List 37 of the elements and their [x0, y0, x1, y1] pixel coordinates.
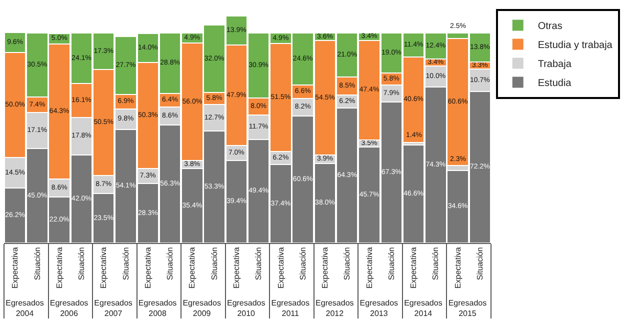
x-tick-label: Situación — [166, 247, 175, 280]
x-tick-label: Expectativa — [364, 246, 374, 289]
x-tick-label: Situación — [254, 247, 264, 280]
x-tick-label: Expectativa — [188, 246, 197, 289]
x-tick-label: Expectativa — [453, 246, 462, 289]
x-tick-label: Expectativa — [320, 246, 330, 289]
text: Egresados 2007 — [94, 298, 132, 318]
x-tick-label: Situación — [121, 247, 130, 280]
x-tick-label: Expectativa — [232, 246, 242, 289]
text: Egresados 2008 — [138, 298, 177, 318]
text: Egresados 2011 — [271, 298, 310, 318]
x-tick-label: Expectativa — [54, 246, 64, 289]
x-tick-label: Situación — [386, 247, 396, 280]
x-tick-label: Expectativa — [276, 246, 286, 289]
x-tick-label: Situación — [476, 247, 485, 280]
legend-label: Estudia — [538, 78, 572, 90]
x-tick-label: Situación — [77, 247, 86, 280]
x-tick-label: Situación — [298, 247, 308, 280]
text: Egresados 2009 — [182, 298, 221, 318]
text: Egresados 2013 — [360, 298, 398, 318]
text: Egresados 2015 — [448, 298, 487, 318]
text: Egresados 2004 — [6, 298, 44, 318]
x-tick-label: Situación — [32, 247, 42, 280]
x-tick-label: Situación — [210, 247, 219, 280]
legend-label: Estudia y trabaja — [538, 40, 613, 52]
legend-label: Otras — [538, 21, 562, 32]
x-tick-label: Expectativa — [409, 246, 418, 289]
x-tick-label: Expectativa — [99, 246, 108, 289]
text: Egresados 2006 — [50, 298, 88, 318]
x-tick-label: Expectativa — [143, 246, 152, 289]
x-tick-label: Situación — [431, 247, 440, 280]
text: Egresados 2010 — [226, 298, 266, 318]
text: Egresados 2014 — [404, 298, 442, 318]
x-tick-label: Situación — [342, 247, 352, 280]
x-tick-label: Expectativa — [10, 246, 20, 289]
legend-label: Trabaja — [538, 59, 572, 70]
text: Egresados 2012 — [316, 298, 354, 318]
